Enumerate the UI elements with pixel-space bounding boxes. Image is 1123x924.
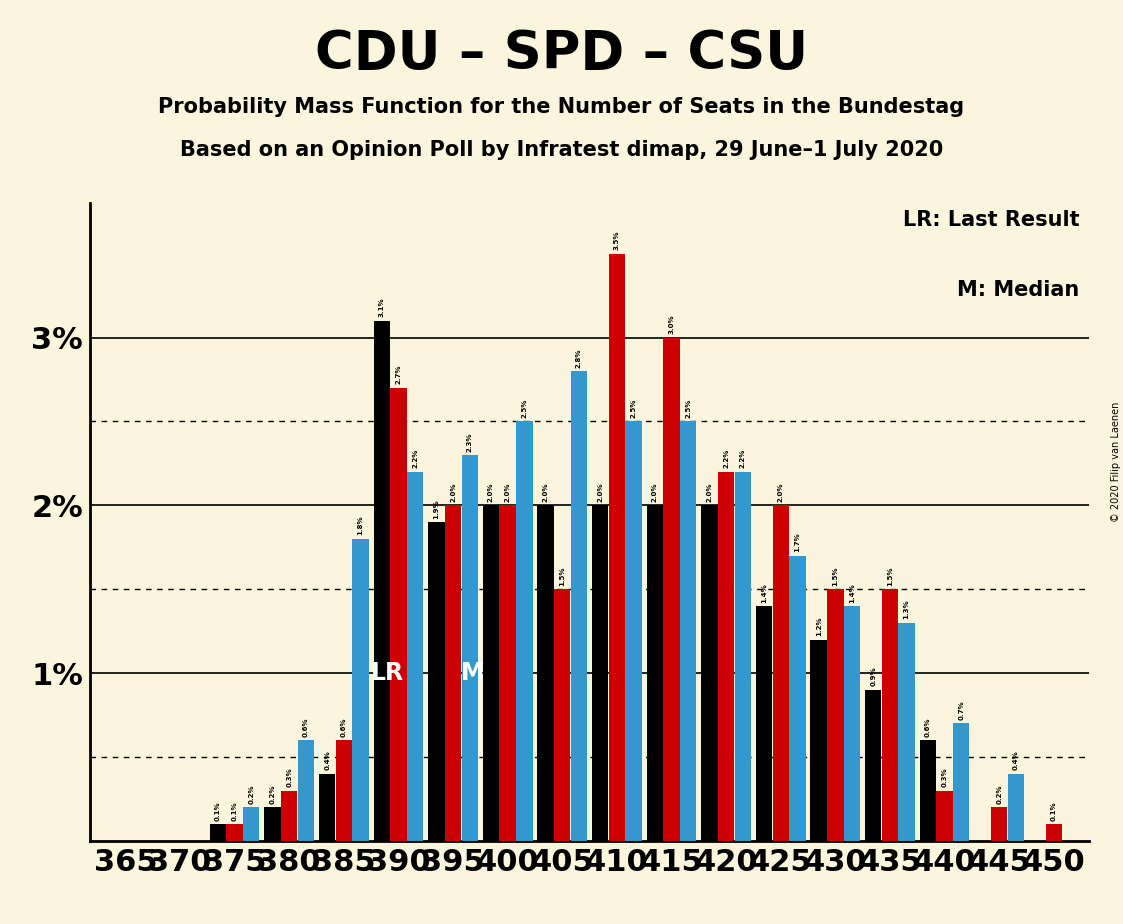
Bar — [701, 505, 718, 841]
Bar — [592, 505, 609, 841]
Bar — [828, 590, 843, 841]
Bar — [626, 421, 641, 841]
Bar — [734, 472, 751, 841]
Bar — [789, 555, 805, 841]
Text: 2.0%: 2.0% — [706, 482, 712, 502]
Bar — [428, 522, 445, 841]
Text: 1.5%: 1.5% — [887, 566, 893, 586]
Text: 0.6%: 0.6% — [340, 717, 347, 736]
Text: 3.0%: 3.0% — [668, 314, 675, 334]
Text: 0.1%: 0.1% — [214, 801, 221, 821]
Text: 2.5%: 2.5% — [685, 398, 691, 418]
Bar — [647, 505, 663, 841]
Text: 0.6%: 0.6% — [303, 717, 309, 736]
Bar — [953, 723, 969, 841]
Text: 2.0%: 2.0% — [651, 482, 658, 502]
Bar — [374, 321, 390, 841]
Bar — [210, 824, 226, 841]
Bar — [336, 740, 351, 841]
Text: © 2020 Filip van Laenen: © 2020 Filip van Laenen — [1111, 402, 1121, 522]
Text: 2.2%: 2.2% — [723, 449, 729, 468]
Bar — [679, 421, 696, 841]
Text: 1.7%: 1.7% — [794, 532, 801, 553]
Bar — [609, 253, 626, 841]
Text: 2.5%: 2.5% — [630, 398, 637, 418]
Bar — [538, 505, 554, 841]
Bar — [811, 639, 827, 841]
Bar — [483, 505, 500, 841]
Bar — [243, 808, 259, 841]
Text: 3.5%: 3.5% — [614, 231, 620, 250]
Text: 2.2%: 2.2% — [740, 449, 746, 468]
Bar — [517, 421, 532, 841]
Bar — [920, 740, 937, 841]
Text: 2.7%: 2.7% — [395, 365, 401, 384]
Text: 0.1%: 0.1% — [1051, 801, 1057, 821]
Text: M: Median: M: Median — [957, 280, 1079, 299]
Text: 2.2%: 2.2% — [412, 449, 418, 468]
Bar — [773, 505, 789, 841]
Bar — [882, 590, 898, 841]
Bar — [937, 791, 952, 841]
Text: 2.0%: 2.0% — [489, 482, 494, 502]
Text: 1.9%: 1.9% — [433, 499, 439, 518]
Bar — [990, 808, 1007, 841]
Text: 1.3%: 1.3% — [904, 600, 910, 619]
Text: 2.0%: 2.0% — [778, 482, 784, 502]
Bar — [390, 388, 407, 841]
Text: Probability Mass Function for the Number of Seats in the Bundestag: Probability Mass Function for the Number… — [158, 97, 965, 117]
Text: 0.2%: 0.2% — [996, 784, 1002, 804]
Bar — [664, 337, 679, 841]
Text: 0.3%: 0.3% — [286, 768, 292, 787]
Text: LR: LR — [371, 661, 404, 685]
Text: 2.8%: 2.8% — [576, 348, 582, 368]
Text: 2.0%: 2.0% — [597, 482, 603, 502]
Text: 0.3%: 0.3% — [941, 768, 948, 787]
Text: 1.5%: 1.5% — [832, 566, 839, 586]
Bar — [462, 455, 478, 841]
Bar — [445, 505, 462, 841]
Text: 2.0%: 2.0% — [542, 482, 549, 502]
Text: 2.3%: 2.3% — [467, 432, 473, 452]
Bar — [264, 808, 281, 841]
Bar — [843, 606, 860, 841]
Text: 2.5%: 2.5% — [521, 398, 528, 418]
Text: Based on an Opinion Poll by Infratest dimap, 29 June–1 July 2020: Based on an Opinion Poll by Infratest di… — [180, 140, 943, 161]
Bar — [718, 472, 734, 841]
Bar — [1007, 773, 1024, 841]
Text: 1.2%: 1.2% — [815, 616, 822, 636]
Text: 0.7%: 0.7% — [958, 700, 965, 720]
Bar — [281, 791, 298, 841]
Text: 0.9%: 0.9% — [870, 667, 876, 687]
Text: M: M — [460, 661, 484, 685]
Text: 1.8%: 1.8% — [357, 516, 364, 536]
Text: 1.5%: 1.5% — [559, 566, 565, 586]
Text: 0.2%: 0.2% — [248, 784, 254, 804]
Bar — [298, 740, 314, 841]
Text: 2.0%: 2.0% — [504, 482, 511, 502]
Bar — [570, 371, 587, 841]
Text: 2.0%: 2.0% — [450, 482, 456, 502]
Text: 1.4%: 1.4% — [761, 583, 767, 602]
Text: CDU – SPD – CSU: CDU – SPD – CSU — [314, 28, 809, 79]
Text: 1.4%: 1.4% — [849, 583, 855, 602]
Bar — [319, 773, 336, 841]
Bar — [898, 623, 915, 841]
Bar — [500, 505, 515, 841]
Bar — [756, 606, 773, 841]
Text: 3.1%: 3.1% — [378, 298, 385, 317]
Bar — [1046, 824, 1062, 841]
Bar — [865, 690, 882, 841]
Text: 0.4%: 0.4% — [1013, 750, 1019, 771]
Bar — [554, 590, 570, 841]
Text: 0.1%: 0.1% — [231, 801, 238, 821]
Bar — [227, 824, 243, 841]
Text: 0.6%: 0.6% — [925, 717, 931, 736]
Bar — [353, 539, 368, 841]
Text: LR: Last Result: LR: Last Result — [903, 210, 1079, 230]
Bar — [407, 472, 423, 841]
Text: 0.4%: 0.4% — [325, 750, 330, 771]
Text: 0.2%: 0.2% — [270, 784, 275, 804]
